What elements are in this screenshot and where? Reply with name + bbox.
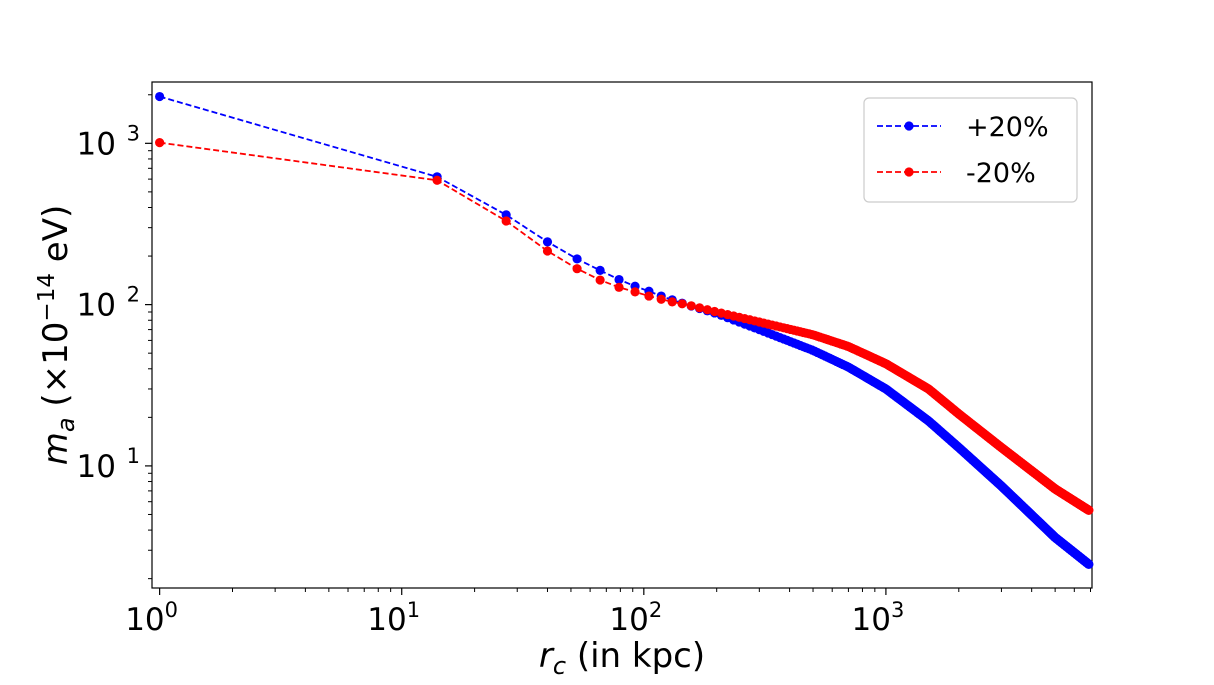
x-tick-label-0: 100 [125, 598, 178, 638]
series-minus-20 [155, 138, 1094, 515]
y-tick-label-1: 10 [77, 288, 116, 324]
data-point [595, 265, 605, 275]
legend-label-minus-20: -20% [966, 158, 1036, 189]
data-point [1084, 559, 1094, 569]
y-axis-label-post: eV) [36, 205, 76, 273]
data-point [644, 291, 654, 301]
data-point [614, 274, 624, 285]
data-point [595, 275, 605, 285]
x-axis-label-text: (in kpc) [566, 636, 705, 676]
y-axis-label-exp: −14 [34, 273, 60, 322]
data-point [572, 264, 582, 274]
data-point [155, 91, 165, 102]
x-tick-label-2: 102 [609, 598, 662, 638]
y-axis-label-var: m [36, 432, 76, 465]
data-point [1084, 505, 1094, 515]
series-plus-20 [155, 91, 1094, 569]
data-point [501, 216, 511, 226]
data-point [155, 138, 165, 148]
data-point [542, 237, 553, 247]
x-tick-label-1: 101 [367, 598, 420, 638]
y-axis-label-pre: (×10 [36, 322, 76, 418]
legend: +20% -20% [863, 97, 1078, 203]
x-tick-label-3: 103 [852, 598, 905, 638]
data-point [630, 287, 640, 297]
y-axis-label: ma (×10−14 eV) [34, 205, 80, 465]
x-axis-label: rc (in kpc) [539, 636, 705, 680]
y-tick-exp-0: 1 [127, 444, 140, 468]
data-point [572, 254, 582, 264]
legend-box [863, 97, 1078, 203]
y-tick-exp-2: 3 [127, 121, 140, 145]
legend-marker-minus-20 [904, 167, 914, 177]
x-axis-label-sub: c [553, 652, 566, 680]
x-axis-label-var: r [539, 636, 555, 676]
data-point [695, 303, 705, 313]
data-point [542, 246, 553, 256]
legend-marker-plus-20 [904, 121, 914, 131]
data-point [702, 305, 712, 315]
data-point [614, 282, 624, 292]
y-tick-label-0: 10 [77, 449, 116, 485]
data-point [667, 297, 677, 307]
data-point [656, 294, 666, 304]
y-tick-exp-1: 2 [127, 283, 140, 307]
y-axis-label-sub: a [52, 417, 80, 432]
y-tick-label-2: 10 [77, 126, 116, 162]
data-point [686, 301, 696, 311]
data-point [432, 175, 442, 185]
series-layer [155, 91, 1094, 569]
legend-label-plus-20: +20% [966, 112, 1049, 143]
data-point [677, 299, 687, 309]
